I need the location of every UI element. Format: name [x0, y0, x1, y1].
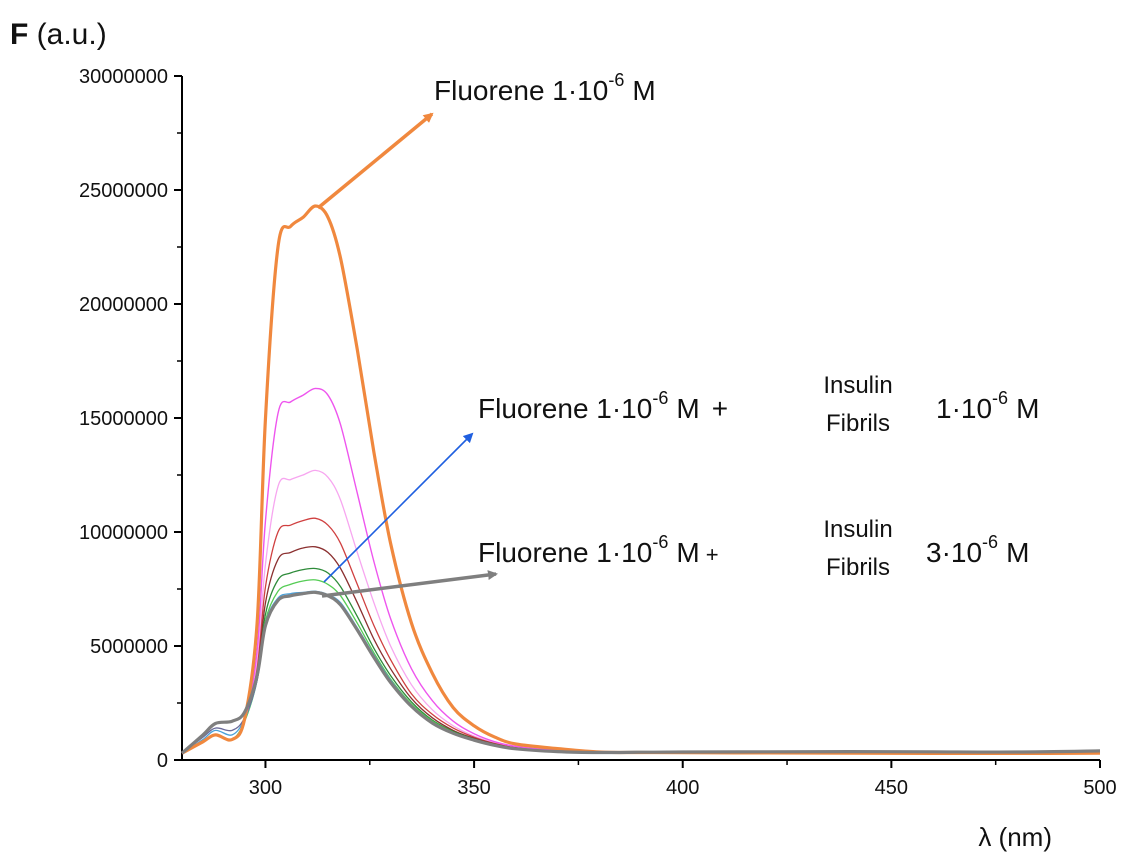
- x-axis-label: λ (nm): [978, 822, 1052, 852]
- y-axis-label-bold: F: [10, 18, 28, 51]
- annotation-3-unit: M: [676, 537, 699, 568]
- x-tick-label: 300: [249, 777, 282, 799]
- series-line: [181, 387, 1101, 754]
- annotation-3-conc-unit: M: [1006, 537, 1029, 568]
- y-axis-label-rest: (a.u.): [28, 18, 106, 51]
- annotation-3-main: Fluorene 1·10-6 M +: [478, 532, 719, 568]
- annotation-3-exp: -6: [652, 532, 668, 552]
- annotation-2-main: Fluorene 1·10-6 M +: [478, 388, 728, 424]
- arrow-insulin-3e-6: [321, 570, 498, 598]
- annotation-2-conc: 1·10-6 M: [936, 388, 1039, 424]
- y-tick-label: 10000000: [79, 522, 168, 544]
- y-tick-label: 25000000: [79, 180, 168, 202]
- y-tick-label: 20000000: [79, 294, 168, 316]
- annotation-fluorene: Fluorene 1·10-6 M: [434, 70, 656, 106]
- annotation-3-insulin: Insulin: [823, 516, 892, 543]
- x-tick-label: 450: [875, 777, 908, 799]
- annotation-3-label: Fluorene 1·10: [478, 537, 652, 568]
- series-line: [180, 590, 1101, 755]
- series-line: [181, 579, 1101, 754]
- y-tick-label: 5000000: [90, 636, 168, 658]
- series-layer: [180, 204, 1101, 756]
- annotation-2-conc-exp: -6: [992, 388, 1008, 408]
- annotation-3-fibrils: Fibrils: [826, 554, 890, 581]
- arrow-insulin-1e-6: [323, 432, 474, 583]
- series-line: [181, 590, 1101, 754]
- annotation-1-exp: -6: [608, 70, 624, 90]
- annotation-2-plus: +: [712, 393, 728, 424]
- annotation-2-unit: M: [676, 393, 699, 424]
- x-tick-label: 350: [457, 777, 490, 799]
- series-line: [181, 204, 1101, 756]
- axes: 0 5000000 10000000 15000000 20000000 25000000…: [79, 66, 1117, 799]
- annotation-2-exp: -6: [652, 388, 668, 408]
- y-tick-label: 0: [157, 750, 168, 772]
- annotation-3-plus: +: [706, 542, 719, 567]
- series-line: [181, 591, 1101, 754]
- annotation-1-unit: M: [632, 75, 655, 106]
- annotation-2-insulin: Insulin: [823, 372, 892, 399]
- x-tick-label: 400: [666, 777, 699, 799]
- annotation-2-label: Fluorene 1·10: [478, 393, 652, 424]
- annotation-3-conc-value: 3·10: [926, 537, 982, 568]
- y-axis-label: F (a.u.): [10, 18, 107, 51]
- annotation-3-conc-exp: -6: [982, 532, 998, 552]
- y-tick-label: 30000000: [79, 66, 168, 88]
- y-tick-label: 15000000: [79, 408, 168, 430]
- arrow-fluorene: [316, 112, 434, 210]
- annotation-2-conc-unit: M: [1016, 393, 1039, 424]
- series-line: [181, 469, 1101, 754]
- annotation-2-conc-value: 1·10: [936, 393, 992, 424]
- arrows: [316, 112, 498, 598]
- x-tick-label: 500: [1083, 777, 1116, 799]
- annotation-1-label: Fluorene 1·10: [434, 75, 608, 106]
- series-line: [181, 567, 1101, 754]
- annotation-2-fibrils: Fibrils: [826, 410, 890, 437]
- series-line: [181, 545, 1101, 754]
- annotation-3-conc: 3·10-6 M: [926, 532, 1029, 568]
